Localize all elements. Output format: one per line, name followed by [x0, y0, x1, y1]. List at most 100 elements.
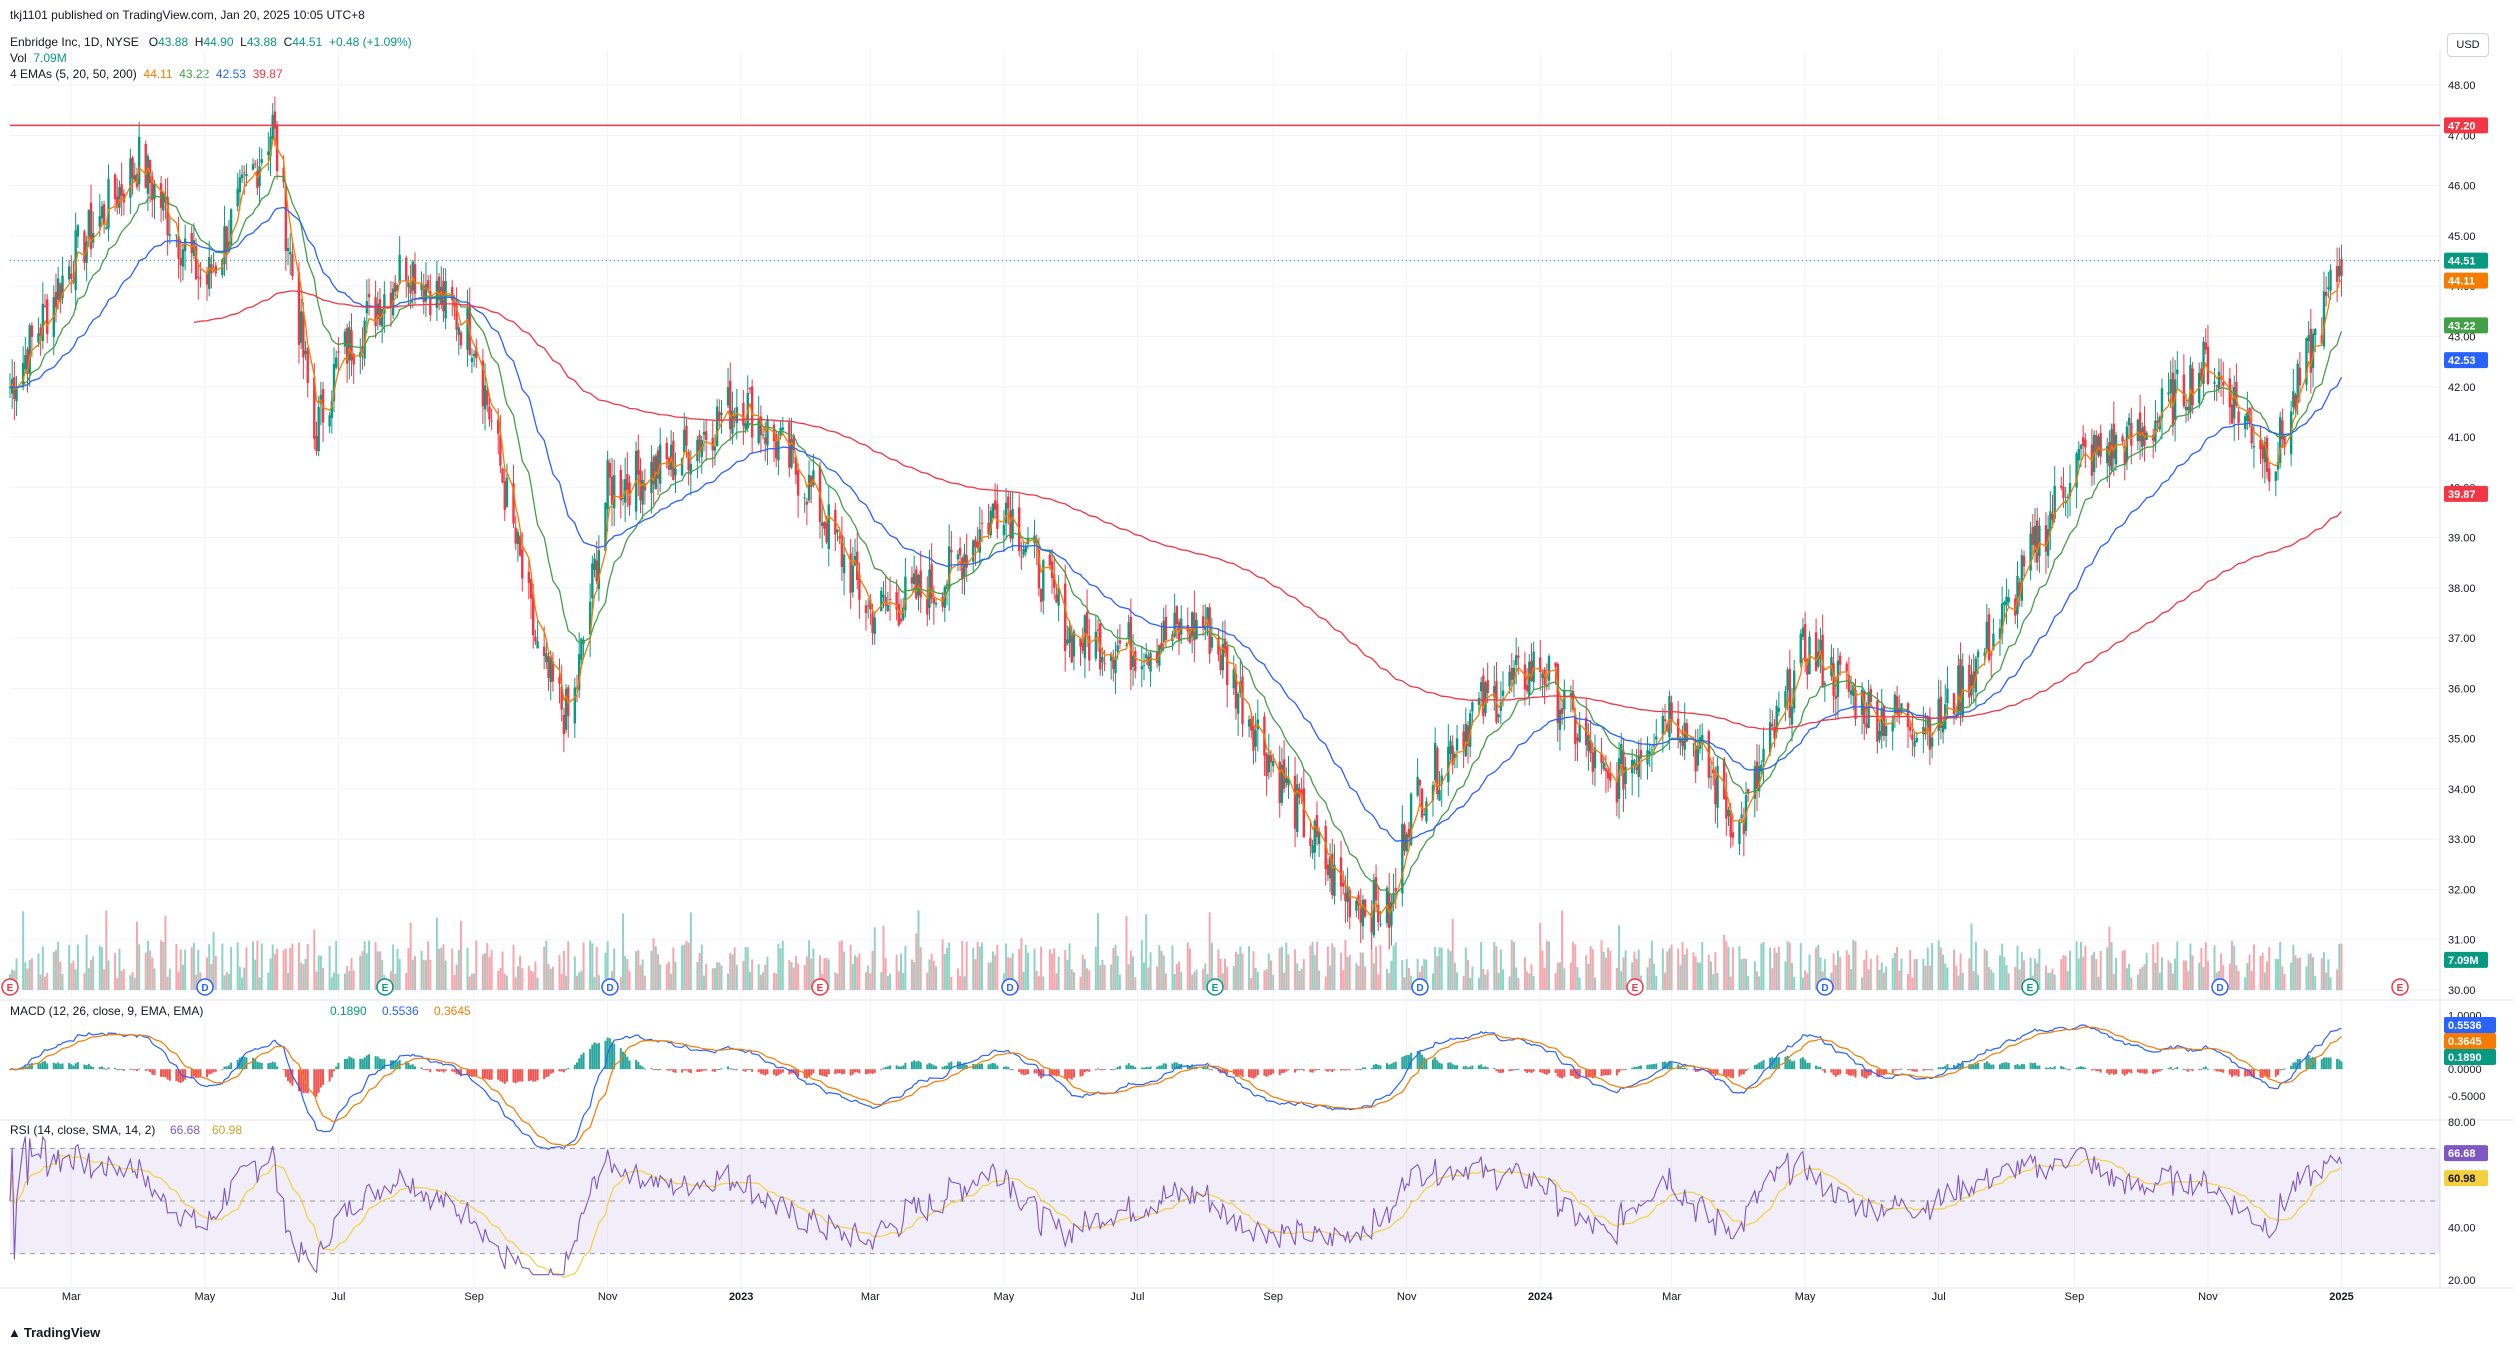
candle-body	[1088, 635, 1091, 661]
macd-hist-bar	[151, 1069, 154, 1075]
macd-hist-bar	[138, 1068, 141, 1070]
volume-bar	[2263, 972, 2266, 990]
macd-hist-bar	[2075, 1067, 2078, 1070]
macd-hist-bar	[2277, 1069, 2279, 1076]
macd-hist-bar	[1477, 1065, 1480, 1070]
macd-hist-bar	[1440, 1063, 1443, 1070]
macd-hist-bar	[654, 1068, 657, 1070]
low-value: 43.88	[246, 35, 277, 49]
volume-bar	[1173, 973, 1176, 990]
macd-hist-bar	[2268, 1069, 2271, 1078]
volume-bar	[315, 971, 318, 990]
macd-hist-bar	[378, 1058, 381, 1070]
volume-bar	[1315, 941, 1318, 990]
candle-body	[527, 571, 531, 583]
candle-body	[1493, 685, 1496, 698]
volume-bar	[2296, 958, 2299, 990]
macd-hist-bar	[68, 1063, 71, 1070]
macd-hist-bar	[1083, 1069, 1086, 1073]
macd-hist-bar	[195, 1069, 198, 1078]
volume-bar	[118, 948, 121, 990]
macd-hist-bar	[775, 1069, 778, 1077]
candle-body	[1144, 654, 1148, 659]
macd-hist-bar	[2189, 1069, 2192, 1071]
volume-bar	[1101, 959, 1104, 990]
volume-bar	[536, 977, 539, 990]
macd-hist-bar	[976, 1064, 979, 1070]
currency-button[interactable]: USD	[2447, 33, 2489, 57]
volume-bar	[681, 945, 684, 990]
macd-hist-bar	[1710, 1069, 1712, 1074]
macd-hist-bar	[989, 1063, 992, 1070]
macd-hist-bar	[2213, 1069, 2216, 1071]
volume-bar	[652, 938, 655, 990]
candle-body	[89, 202, 93, 250]
volume-bar	[322, 967, 325, 990]
candle-body	[1926, 716, 1929, 730]
macd-hist-bar	[212, 1069, 215, 1073]
candle-body	[1020, 556, 1023, 558]
macd-hist-bar	[1685, 1068, 1688, 1070]
macd-hist-bar	[1646, 1064, 1649, 1070]
candle-body	[1254, 730, 1257, 747]
volume-bar	[1453, 962, 1456, 990]
macd-hist-bar	[700, 1069, 703, 1072]
candle-body	[444, 281, 447, 319]
macd-hist-bar	[1467, 1067, 1469, 1070]
volume-bar	[2231, 940, 2234, 990]
volume-bar	[1132, 956, 1135, 990]
macd-hist-bar	[1924, 1069, 1927, 1071]
volume-bar	[685, 940, 688, 990]
candle-body	[451, 287, 454, 301]
macd-hist-bar	[1769, 1057, 1772, 1070]
macd-hist-bar	[808, 1069, 811, 1077]
volume-bar	[2145, 953, 2148, 990]
volume-bar	[1755, 971, 1758, 990]
volume-bar	[1280, 946, 1283, 990]
candle-body	[956, 554, 960, 560]
candle-body	[1556, 664, 1559, 724]
macd-hist-bar	[2110, 1069, 2113, 1074]
candle-body	[315, 436, 318, 451]
macd-hist-bar	[1677, 1064, 1680, 1070]
macd-hist-bar	[1493, 1067, 1496, 1070]
macd-hist-bar	[199, 1069, 202, 1078]
candle-body	[1554, 662, 1557, 667]
tradingview-logo[interactable]: ▲ TradingView	[8, 1325, 100, 1340]
candle-body	[378, 299, 382, 325]
macd-hist-bar	[1909, 1069, 1912, 1071]
volume-bar	[2139, 968, 2142, 990]
macd-hist-bar	[1548, 1069, 1550, 1074]
macd-hist-bar	[1670, 1062, 1673, 1070]
volume-bar	[545, 940, 548, 990]
macd-hist-bar	[1217, 1069, 1220, 1072]
macd-hist-bar	[639, 1065, 642, 1070]
macd-hist-bar	[1495, 1069, 1498, 1072]
candle-body	[1676, 718, 1680, 740]
candle-body	[1517, 655, 1520, 658]
volume-bar	[414, 956, 416, 990]
dividend-marker	[601, 978, 619, 996]
volume-bar	[1219, 958, 1222, 990]
volume-bar	[1440, 947, 1443, 990]
macd-hist-bar	[1591, 1069, 1594, 1079]
macd-hist-bar	[547, 1069, 550, 1077]
macd-hist-bar	[1329, 1069, 1332, 1071]
candle-body	[59, 283, 62, 303]
volume-bar	[1729, 976, 1732, 990]
volume-bar	[2176, 941, 2179, 990]
volume-bar	[1272, 974, 1275, 990]
macd-hist-bar	[882, 1067, 885, 1070]
candle-body	[1416, 776, 1419, 796]
published-text: tkj1101 published on TradingView.com, Ja…	[10, 8, 365, 22]
dividend-marker	[196, 978, 214, 996]
vol-value: 7.09M	[33, 51, 67, 65]
ema5-line	[9, 135, 2342, 919]
volume-bar	[1876, 954, 1879, 990]
symbol-legend: Enbridge Inc, 1D, NYSE O43.88 H44.90 L43…	[10, 35, 412, 49]
volume-bar	[481, 954, 484, 990]
volume-bar	[1593, 977, 1596, 990]
candle-body	[1652, 745, 1656, 747]
macd-hist-bar	[116, 1069, 119, 1071]
